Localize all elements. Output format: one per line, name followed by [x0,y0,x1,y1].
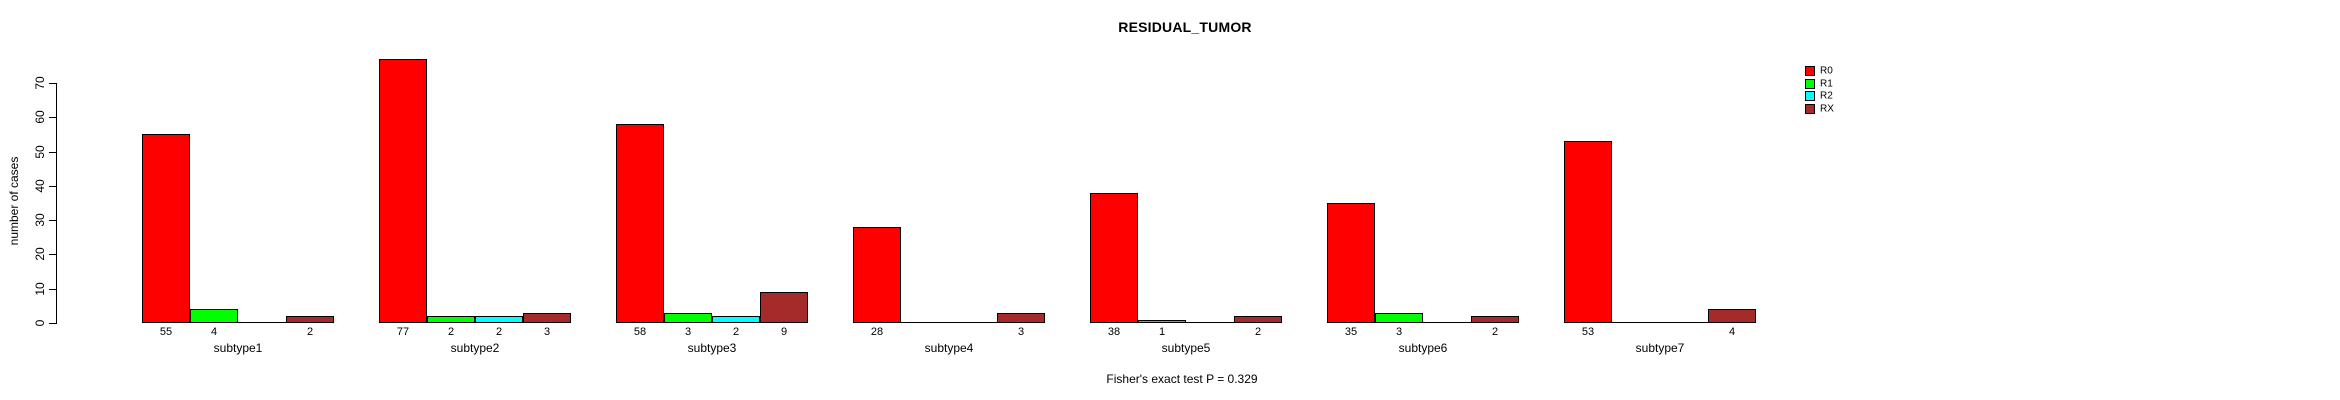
y-axis-line [56,83,57,324]
category-label-subtype4: subtype4 [924,341,974,355]
bar-r1-subtype5 [1138,320,1186,323]
bar-r1-subtype7-zero [1612,322,1660,323]
bar-rx-subtype7 [1708,309,1756,323]
bar-value-label: 3 [1395,326,1403,338]
bar-rx-subtype1 [286,316,334,323]
chart-title: RESIDUAL_TUMOR [1118,19,1252,35]
bar-value-label: 2 [306,326,314,338]
bar-rx-subtype6 [1471,316,1519,323]
bar-r2-subtype1-zero [238,322,286,323]
category-label-subtype5: subtype5 [1161,341,1211,355]
bar-value-label: 53 [1581,326,1595,338]
legend-swatch-r0 [1805,66,1815,76]
bar-value-label: 2 [732,326,740,338]
legend-swatch-r2 [1805,91,1815,101]
bar-r2-subtype2 [475,316,523,323]
y-tick-label: 10 [33,282,47,296]
bar-r1-subtype1 [190,309,238,323]
bar-value-label: 4 [1728,326,1736,338]
bar-r0-subtype2 [379,59,427,323]
bar-value-label: 2 [1254,326,1262,338]
bar-value-label: 3 [1017,326,1025,338]
bar-r2-subtype6-zero [1423,322,1471,323]
bar-value-label: 77 [396,326,410,338]
category-label-subtype3: subtype3 [687,341,737,355]
bar-value-label: 9 [780,326,788,338]
y-tick-mark [49,254,56,256]
bar-rx-subtype4 [997,313,1045,323]
bar-r0-subtype7 [1564,141,1612,323]
bar-r0-subtype3 [616,124,664,323]
bar-value-label: 35 [1344,326,1358,338]
y-tick-mark [49,151,56,153]
y-tick-label: 30 [33,213,47,227]
bar-r2-subtype5-zero [1186,322,1234,323]
bar-value-label: 3 [684,326,692,338]
bar-rx-subtype5 [1234,316,1282,323]
bar-value-label: 2 [447,326,455,338]
y-tick-label: 50 [33,144,47,159]
bar-value-label: 58 [633,326,647,338]
bar-r1-subtype4-zero [901,322,949,323]
legend-swatch-rx [1805,103,1815,114]
bar-value-label: 3 [543,326,551,338]
bar-r1-subtype3 [664,313,712,323]
bar-r0-subtype6 [1327,203,1375,323]
bar-value-label: 4 [210,326,218,338]
bar-value-label: 1 [1158,326,1166,338]
y-tick-label: 60 [33,110,47,124]
legend-label-r0: R0 [1820,65,1833,77]
y-tick-mark [49,185,56,187]
bar-r2-subtype3 [712,316,760,323]
category-label-subtype2: subtype2 [450,341,500,355]
legend-label-r1: R1 [1820,78,1833,89]
category-label-subtype1: subtype1 [213,341,263,355]
bar-r1-subtype6 [1375,313,1423,323]
bar-r1-subtype2 [427,316,475,323]
y-tick-label: 70 [33,76,47,90]
bar-value-label: 28 [870,326,884,338]
bar-r2-subtype7-zero [1660,322,1708,323]
category-label-subtype7: subtype7 [1635,341,1685,355]
bar-rx-subtype3 [760,292,808,323]
bar-value-label: 38 [1107,326,1121,338]
y-tick-label: 0 [33,319,47,327]
bar-value-label: 2 [495,326,503,338]
category-label-subtype6: subtype6 [1398,341,1448,355]
bar-r0-subtype1 [142,134,190,323]
y-tick-mark [49,83,56,84]
bar-rx-subtype2 [523,313,571,323]
legend-label-rx: RX [1820,103,1834,114]
y-tick-label: 20 [33,247,47,262]
legend-label-r2: R2 [1820,90,1833,102]
bar-r0-subtype5 [1090,193,1138,323]
y-tick-mark [49,323,56,324]
y-tick-mark [49,288,56,290]
bar-value-label: 2 [1491,326,1499,338]
bar-r0-subtype4 [853,227,901,323]
y-tick-mark [49,220,56,222]
y-tick-mark [49,117,56,119]
legend-swatch-r1 [1805,78,1815,89]
bar-value-label: 55 [159,326,173,338]
caption: Fisher's exact test P = 0.329 [1106,372,1258,386]
y-tick-label: 40 [33,179,47,193]
bar-r2-subtype4-zero [949,322,997,323]
